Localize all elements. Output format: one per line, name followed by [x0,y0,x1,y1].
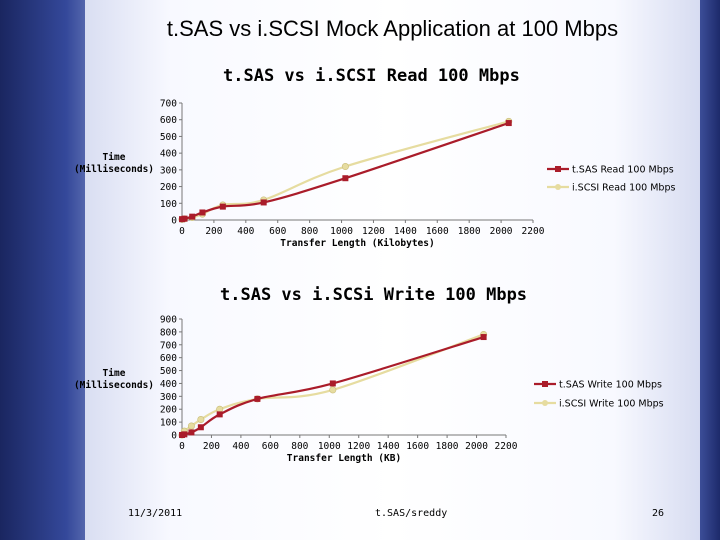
write-data-point [216,411,223,418]
read-y-tick-label: 400 [160,149,177,160]
write-chart-title: t.SAS vs i.SCSi Write 100 Mbps [220,285,528,305]
write-x-tick-label: 2200 [495,441,518,452]
read-y-tick-label: 200 [160,182,177,193]
read-x-tick-label: 1400 [394,226,417,237]
slide-panel [85,0,700,540]
write-data-point [329,386,337,394]
write-y-axis-title: Time [103,368,126,379]
slide-title: t.SAS vs i.SCSI Mock Application at 100 … [166,16,619,41]
write-x-tick-label: 800 [291,441,308,452]
write-data-point [480,334,487,341]
write-x-tick-label: 1800 [436,441,459,452]
read-data-point [260,199,267,206]
write-x-tick-label: 600 [262,441,279,452]
footer-page-number: 26 [652,508,665,519]
write-legend-label: t.SAS Write 100 Mbps [559,380,662,391]
write-y-tick-label: 100 [160,418,177,429]
write-x-tick-label: 2000 [465,441,488,452]
read-x-tick-label: 200 [205,226,222,237]
write-y-tick-label: 200 [160,405,177,416]
read-data-point [199,209,206,216]
write-data-point [329,380,336,387]
write-data-point [188,429,195,436]
read-chart: 0 100 200 300 400 500 600 700 0 200 400 600 800 1000 1… [74,99,676,250]
read-x-tick-label: 400 [237,226,254,237]
read-y-axis-title: (Milliseconds) [74,164,154,175]
footer-date: 11/3/2011 [128,508,183,519]
write-y-tick-label: 300 [160,392,177,403]
read-y-tick-label: 700 [160,99,177,110]
read-y-tick-label: 500 [160,132,177,143]
read-y-axis-title: Time [103,152,126,163]
read-data-point [341,163,349,171]
read-x-tick-label: 1600 [426,226,449,237]
write-x-tick-label: 1400 [377,441,400,452]
read-legend-label: i.SCSI Read 100 Mbps [572,183,675,194]
read-data-point [189,213,196,220]
read-x-tick-label: 1000 [330,226,353,237]
read-y-tick-label: 100 [160,199,177,210]
write-data-point [187,422,195,430]
write-x-axis-title: Transfer Length (KB) [287,453,401,464]
read-x-tick-label: 1200 [362,226,385,237]
read-x-tick-label: 1800 [458,226,481,237]
read-data-point [505,120,512,127]
read-x-tick-label: 800 [301,226,318,237]
write-data-point [197,424,204,431]
write-x-tick-label: 1200 [347,441,370,452]
write-x-tick-label: 200 [203,441,220,452]
read-legend-label: t.SAS Read 100 Mbps [572,165,674,176]
write-legend-marker [542,400,548,406]
read-legend-marker [555,184,561,190]
write-y-tick-label: 0 [171,431,177,442]
footer-author: t.SAS/sreddy [375,508,448,519]
write-x-tick-label: 0 [179,441,185,452]
read-y-tick-label: 300 [160,165,177,176]
read-x-tick-label: 600 [269,226,286,237]
write-y-tick-label: 700 [160,340,177,351]
read-x-axis-title: Transfer Length (Kilobytes) [280,238,434,249]
read-x-tick-label: 2200 [522,226,545,237]
write-x-tick-label: 1600 [406,441,429,452]
write-y-tick-label: 400 [160,379,177,390]
read-chart-title: t.SAS vs i.SCSI Read 100 Mbps [223,66,520,86]
read-y-tick-label: 0 [171,216,177,227]
read-x-tick-label: 2000 [490,226,513,237]
write-y-tick-label: 600 [160,353,177,364]
write-data-point [254,395,261,402]
write-data-point [197,416,205,424]
write-y-axis-title: (Milliseconds) [74,380,154,391]
write-data-point [181,431,188,438]
write-y-tick-label: 900 [160,315,177,326]
write-x-tick-label: 400 [232,441,249,452]
read-data-point [181,215,188,222]
write-legend-label: i.SCSI Write 100 Mbps [559,399,664,410]
read-data-point [219,203,226,210]
write-y-tick-label: 800 [160,327,177,338]
write-legend-marker [542,381,548,387]
write-x-tick-label: 1000 [318,441,341,452]
read-data-point [342,175,349,182]
read-legend-marker [555,166,561,172]
read-series-line [181,120,510,221]
read-y-tick-label: 600 [160,115,177,126]
read-x-tick-label: 0 [179,226,185,237]
write-y-tick-label: 500 [160,366,177,377]
